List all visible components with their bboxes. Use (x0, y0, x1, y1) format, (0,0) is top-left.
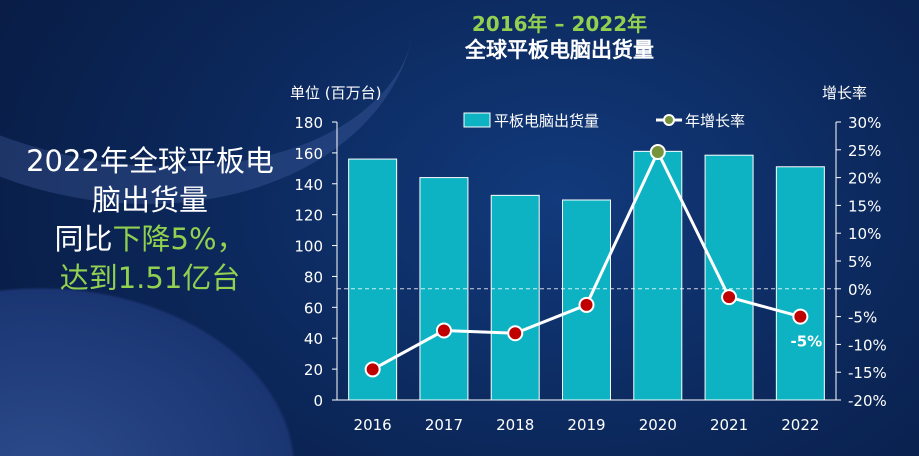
x-tick-label: 2021 (710, 416, 748, 434)
headline: 2022年全球平板电 脑出货量 同比下降5%， 达到1.51亿台 (10, 142, 290, 298)
growth-point-2022 (792, 308, 809, 325)
chart-title: 全球平板电脑出货量 (465, 38, 654, 62)
legend-bar-swatch (463, 112, 491, 128)
y2-axis-label: 增长率 (822, 84, 867, 102)
x-tick-label: 2016 (354, 416, 392, 434)
y-tick-label: 160 (294, 145, 323, 163)
y2-tick-label: 5% (848, 253, 872, 271)
legend-line-marker (663, 114, 675, 126)
headline-line3-green: 下降5%， (112, 222, 246, 256)
y-tick-label: 20 (304, 361, 323, 379)
y-tick-label: 180 (294, 114, 323, 132)
y2-tick-label: -10% (848, 336, 887, 354)
growth-point-2020 (649, 144, 666, 161)
y2-tick-label: -15% (848, 364, 887, 382)
headline-line3: 同比下降5%， (10, 220, 290, 259)
y2-tick-label: 0% (848, 281, 872, 299)
x-tick-label: 2017 (425, 416, 463, 434)
y-tick-label: 60 (304, 299, 323, 317)
y-tick-label: 120 (294, 207, 323, 225)
growth-point-2017 (435, 322, 452, 339)
growth-point-2018 (507, 325, 524, 342)
x-tick-label: 2018 (496, 416, 534, 434)
x-tick-label: 2022 (781, 416, 819, 434)
headline-line1: 2022年全球平板电 (26, 144, 274, 178)
headline-line3-white: 同比 (54, 222, 113, 256)
legend: 平板电脑出货量 年增长率 (463, 112, 745, 130)
legend-line-label: 年增长率 (685, 112, 745, 130)
growth-point-2019 (578, 296, 595, 313)
bar-2018 (490, 194, 540, 401)
headline-line4: 达到1.51亿台 (59, 261, 241, 295)
y2-tick-label: 10% (848, 225, 881, 243)
y-tick-label: 140 (294, 176, 323, 194)
headline-line2: 脑出货量 (91, 183, 208, 217)
y2-tick-label: 15% (848, 197, 881, 215)
y2-tick-label: 25% (848, 142, 881, 160)
data-label: -5% (791, 333, 823, 351)
growth-point-2021 (721, 289, 738, 306)
y-tick-label: 0 (313, 392, 323, 410)
y-axis-label: 单位 (百万台) (290, 84, 381, 102)
y-tick-label: 100 (294, 238, 323, 256)
legend-bar-label: 平板电脑出货量 (494, 112, 599, 130)
bar-2021 (704, 154, 754, 401)
y-tick-label: 80 (304, 268, 323, 286)
y-tick-label: 40 (304, 330, 323, 348)
x-tick-label: 2019 (567, 416, 605, 434)
bar-2022 (775, 166, 825, 401)
y2-tick-label: -20% (848, 392, 887, 410)
chart-title-years: 2016年 – 2022年 (471, 12, 648, 36)
x-tick-label: 2020 (639, 416, 677, 434)
y2-tick-label: 30% (848, 114, 881, 132)
growth-point-2016 (364, 361, 381, 378)
y2-tick-label: -5% (848, 309, 877, 327)
y2-tick-label: 20% (848, 170, 881, 188)
